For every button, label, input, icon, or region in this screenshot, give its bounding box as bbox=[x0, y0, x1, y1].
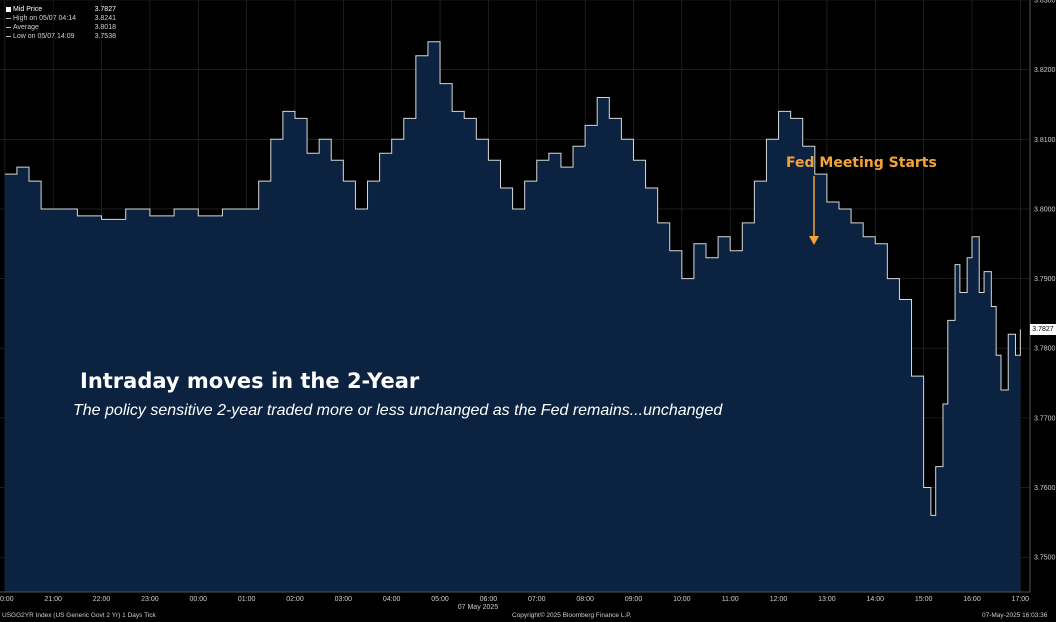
footer-timestamp: 07-May-2025 16:03:36 bbox=[982, 612, 1048, 619]
annotation-arrow bbox=[809, 176, 819, 245]
legend-value: 3.7827 bbox=[94, 6, 116, 13]
legend-label: Low on 05/07 14:09 bbox=[13, 33, 75, 40]
legend-value: 3.8241 bbox=[94, 15, 116, 22]
x-tick-label: 13:00 bbox=[818, 596, 836, 603]
x-tick-labels: 20:00 21:00 22:00 23:00 00:00 01:00 02:00 03:00… bbox=[0, 596, 1029, 603]
y-tick-label: 3.7700 bbox=[1034, 415, 1056, 422]
x-tick-label: 04:00 bbox=[383, 596, 401, 603]
x-tick-label: 15:00 bbox=[915, 596, 933, 603]
y-tick-label: 3.7800 bbox=[1034, 346, 1056, 353]
y-tick-label: 3.8000 bbox=[1034, 206, 1056, 213]
x-tick-label: 10:00 bbox=[673, 596, 691, 603]
x-tick-label: 23:00 bbox=[141, 596, 159, 603]
legend-value: 3.7538 bbox=[94, 33, 116, 40]
x-tick-label: 02:00 bbox=[286, 596, 304, 603]
legend-swatch-icon bbox=[6, 7, 11, 12]
legend-item-average: Average 3.8018 bbox=[6, 23, 116, 32]
legend-item-mid-price: Mid Price 3.7827 bbox=[6, 5, 116, 14]
x-tick-label: 07:00 bbox=[528, 596, 546, 603]
x-tick-label: 22:00 bbox=[93, 596, 111, 603]
x-tick-label: 20:00 bbox=[0, 596, 14, 603]
legend-value: 3.8018 bbox=[94, 24, 116, 31]
footer-security: USGG2YR Index (US Generic Govt 2 Yr) 1 D… bbox=[2, 612, 156, 619]
x-tick-label: 11:00 bbox=[722, 596, 739, 603]
legend: Mid Price 3.7827 High on 05/07 04:14 3.8… bbox=[6, 5, 116, 41]
x-tick-label: 16:00 bbox=[963, 596, 981, 603]
fed-meeting-annotation: Fed Meeting Starts bbox=[786, 155, 937, 171]
legend-label: High on 05/07 04:14 bbox=[13, 15, 77, 22]
y-tick-label: 3.8100 bbox=[1034, 137, 1056, 144]
x-tick-label: 08:00 bbox=[576, 596, 594, 603]
x-tick-label: 14:00 bbox=[866, 596, 884, 603]
x-tick-label: 12:00 bbox=[770, 596, 788, 603]
x-axis-date-label: 07 May 2025 bbox=[458, 604, 499, 611]
x-tick-label: 00:00 bbox=[189, 596, 207, 603]
y-tick-label: 3.7600 bbox=[1034, 485, 1056, 492]
overlay-title: Intraday moves in the 2-Year bbox=[80, 369, 420, 393]
current-value-tag: 3.7827 bbox=[1030, 323, 1056, 335]
legend-line-icon bbox=[6, 36, 11, 37]
x-tick-label: 03:00 bbox=[335, 596, 353, 603]
x-tick-label: 17:00 bbox=[1012, 596, 1030, 603]
y-tick-labels: 3.7500 3.7600 3.7700 3.7800 3.7900 3.8000 3.81… bbox=[1034, 0, 1056, 562]
legend-item-high: High on 05/07 04:14 3.8241 bbox=[6, 14, 116, 23]
price-series bbox=[4, 41, 1021, 593]
x-tick-label: 01:00 bbox=[238, 596, 256, 603]
x-tick-label: 09:00 bbox=[625, 596, 643, 603]
footer-copyright: Copyright© 2025 Bloomberg Finance L.P. bbox=[512, 612, 632, 619]
y-tick-label: 3.8200 bbox=[1034, 67, 1056, 74]
y-tick-label: 3.7900 bbox=[1034, 276, 1056, 283]
legend-item-low: Low on 05/07 14:09 3.7538 bbox=[6, 32, 116, 41]
x-tick-label: 21:00 bbox=[44, 596, 62, 603]
legend-line-icon bbox=[6, 27, 11, 28]
price-line bbox=[4, 41, 1021, 516]
overlay-subtitle: The policy sensitive 2-year traded more … bbox=[73, 402, 723, 419]
x-tick-label: 06:00 bbox=[480, 596, 498, 603]
legend-label: Mid Price bbox=[13, 6, 43, 13]
y-tick-label: 3.8300 bbox=[1034, 0, 1056, 5]
x-tick-label: 05:00 bbox=[431, 596, 449, 603]
y-tick-label: 3.7500 bbox=[1034, 555, 1056, 562]
axes bbox=[0, 0, 1031, 593]
legend-label: Average bbox=[13, 24, 39, 31]
legend-line-icon bbox=[6, 18, 11, 19]
